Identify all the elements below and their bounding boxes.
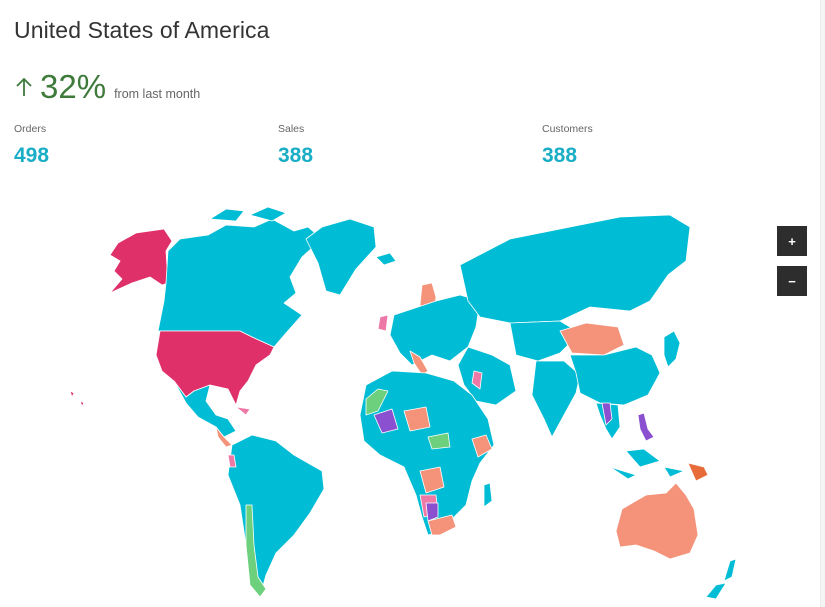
region-peru[interactable] [227, 454, 237, 468]
region-africa[interactable] [359, 370, 495, 536]
stat-orders: Orders 498 [14, 123, 49, 168]
region-mexico[interactable] [173, 380, 237, 438]
region-israel[interactable] [471, 370, 483, 390]
stat-label: Orders [14, 123, 47, 135]
scrollbar-track[interactable] [820, 0, 825, 607]
region-mongolia[interactable] [559, 322, 625, 356]
region-new-zealand[interactable] [705, 558, 737, 600]
region-botswana[interactable] [425, 502, 439, 522]
stat-value: 388 [542, 144, 578, 167]
region-south-africa[interactable] [427, 514, 457, 536]
region-vietnam[interactable] [601, 402, 613, 426]
region-alaska[interactable] [109, 228, 173, 294]
region-iceland[interactable] [375, 252, 397, 266]
region-west-africa[interactable] [365, 388, 389, 416]
region-greenland[interactable] [305, 218, 377, 296]
region-usa[interactable] [155, 330, 275, 406]
region-niger[interactable] [403, 406, 431, 432]
region-canada[interactable] [157, 218, 323, 348]
stat-customers: Customers 388 [542, 123, 593, 168]
region-middle-east[interactable] [457, 346, 517, 406]
stat-label: Customers [542, 123, 593, 135]
region-east-africa[interactable] [471, 434, 493, 458]
trend-indicator: 32% from last month [14, 68, 200, 106]
region-hawaii[interactable] [69, 390, 85, 407]
region-south-america[interactable] [227, 434, 325, 598]
trend-value: 32% [40, 68, 107, 105]
arrow-up-icon [16, 77, 32, 96]
stat-label: Sales [278, 123, 305, 135]
world-map[interactable] [40, 205, 780, 607]
region-philippines[interactable] [637, 412, 655, 442]
region-china[interactable] [569, 346, 661, 406]
region-angola[interactable] [419, 466, 445, 494]
region-png[interactable] [687, 462, 709, 482]
region-mali[interactable] [373, 408, 399, 434]
region-indonesia[interactable] [609, 448, 685, 480]
region-australia[interactable] [615, 482, 699, 560]
stat-sales: Sales 388 [278, 123, 313, 168]
stat-value: 498 [14, 144, 50, 167]
page-title: United States of America [14, 17, 270, 43]
region-canada-islands[interactable] [209, 206, 287, 222]
region-madagascar[interactable] [483, 482, 493, 508]
region-india[interactable] [531, 360, 581, 438]
zoom-out-button[interactable]: − [777, 266, 807, 296]
region-russia[interactable] [459, 214, 691, 324]
region-japan[interactable] [663, 330, 681, 368]
region-sudan[interactable] [427, 432, 451, 450]
zoom-in-button[interactable]: + [777, 226, 807, 256]
region-caribbean[interactable] [235, 406, 251, 416]
region-central-america[interactable] [215, 426, 233, 448]
trend-caption: from last month [114, 87, 201, 101]
region-chile[interactable] [245, 504, 267, 598]
stat-value: 388 [278, 144, 314, 167]
region-uk[interactable] [377, 314, 389, 332]
